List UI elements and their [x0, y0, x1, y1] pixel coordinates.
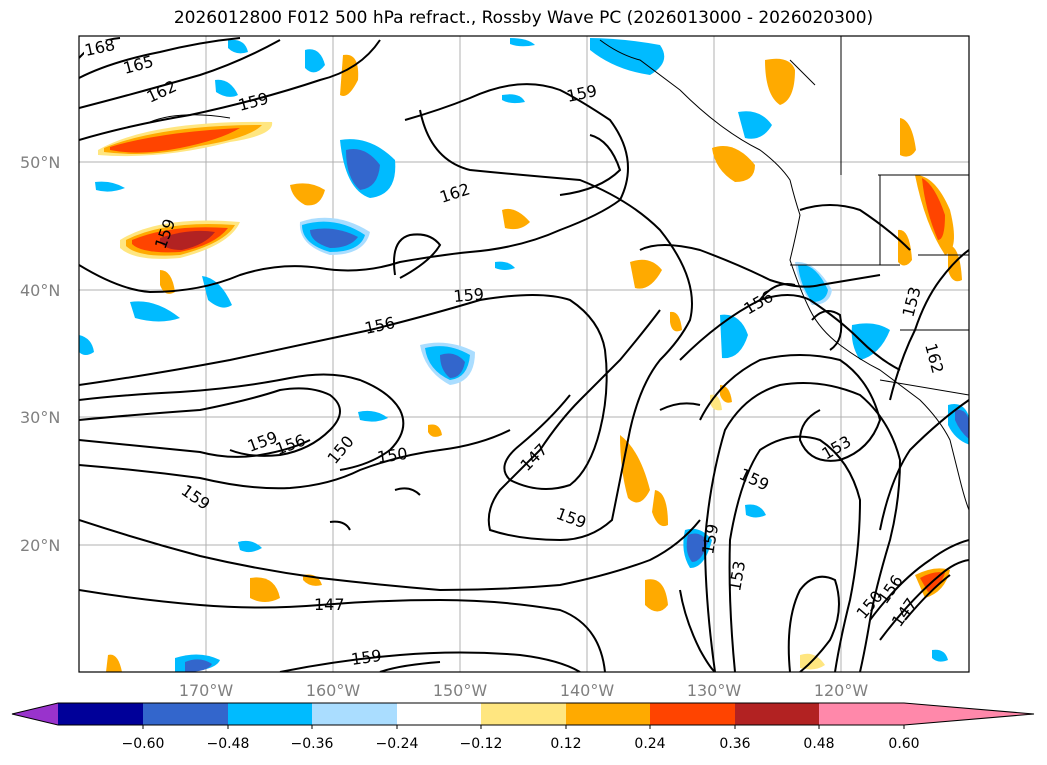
- lon-label-140w: 140°W: [560, 681, 615, 700]
- colorbar-bin: [228, 703, 312, 725]
- shaded-anomalies: [79, 38, 969, 672]
- contour-label: 150: [376, 444, 409, 467]
- colorbar-bin: [819, 703, 904, 725]
- lon-label-150w: 150°W: [433, 681, 488, 700]
- contour-label: 159: [350, 646, 383, 669]
- colorbar-bin: [566, 703, 650, 725]
- contour-label: 147: [314, 595, 345, 614]
- colorbar: −0.60 −0.48 −0.36 −0.24 −0.12 0.12 0.24 …: [11, 702, 1035, 752]
- lat-label-40n: 40°N: [20, 281, 60, 300]
- lon-label-170w: 170°W: [179, 681, 234, 700]
- colorbar-bin: [312, 703, 397, 725]
- lat-label-50n: 50°N: [20, 153, 60, 172]
- colorbar-tick-label: −0.36: [291, 736, 334, 752]
- colorbar-bin: [397, 703, 481, 725]
- lat-label-30n: 30°N: [20, 408, 60, 427]
- map-title: 2026012800 F012 500 hPa refract., Rossby…: [173, 8, 874, 28]
- colorbar-bin: [481, 703, 566, 725]
- lat-label-20n: 20°N: [20, 536, 60, 555]
- lon-label-160w: 160°W: [306, 681, 361, 700]
- colorbar-tick-label: −0.12: [460, 736, 503, 752]
- map-frame: [78, 35, 970, 673]
- colorbar-bin: [58, 703, 143, 725]
- height-contours: [79, 37, 969, 672]
- colorbar-bin: [143, 703, 228, 725]
- colorbar-outline: [11, 702, 1035, 726]
- colorbar-tick-label: 0.48: [803, 736, 834, 752]
- colorbar-tick-label: 0.36: [719, 736, 750, 752]
- contour-label: 159: [453, 284, 485, 306]
- lon-label-130w: 130°W: [687, 681, 742, 700]
- colorbar-tick-label: 0.60: [888, 736, 919, 752]
- latitude-labels: 50°N 40°N 30°N 20°N: [20, 153, 60, 555]
- colorbar-extend-low: [12, 703, 58, 725]
- colorbar-tick-label: −0.60: [122, 736, 165, 752]
- colorbar-tick-label: 0.24: [634, 736, 665, 752]
- colorbar-bin: [735, 703, 819, 725]
- colorbar-bin: [650, 703, 735, 725]
- coastlines: [149, 36, 969, 511]
- colorbar-extend-high: [904, 703, 1034, 725]
- colorbar-tick-label: 0.12: [550, 736, 581, 752]
- colorbar-tick-label: −0.24: [376, 736, 419, 752]
- colorbar-tick-label: −0.48: [207, 736, 250, 752]
- lon-label-120w: 120°W: [814, 681, 869, 700]
- longitude-labels: 170°W 160°W 150°W 140°W 130°W 120°W: [179, 681, 869, 700]
